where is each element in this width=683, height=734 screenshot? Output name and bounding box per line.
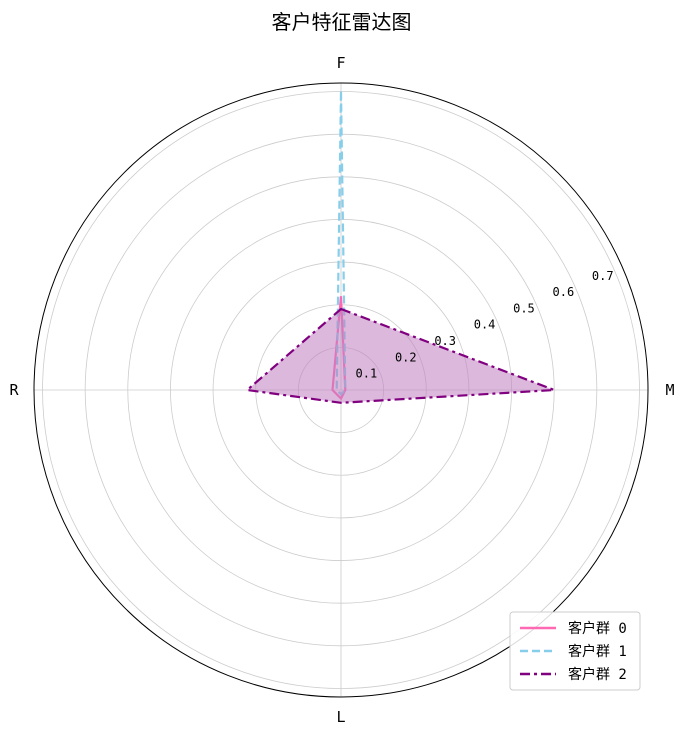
r-tick-label: 0.3 bbox=[434, 334, 456, 348]
label-layer: F M L R 0.1 0.2 0.3 0.4 0.5 0.6 0.7 bbox=[9, 54, 674, 726]
legend-label-1: 客户群 1 bbox=[568, 643, 627, 660]
axis-label-L: L bbox=[336, 708, 345, 726]
outer-frame bbox=[33, 82, 649, 698]
series-line-2 bbox=[244, 307, 555, 404]
r-tick-label: 0.4 bbox=[474, 318, 496, 332]
axis-label-F: F bbox=[336, 54, 345, 72]
legend-label-0: 客户群 0 bbox=[568, 620, 627, 637]
series-fill-2 bbox=[247, 309, 555, 403]
r-tick-label: 0.7 bbox=[592, 269, 614, 283]
axis-label-M: M bbox=[665, 381, 674, 399]
r-tick-label: 0.6 bbox=[553, 285, 575, 299]
legend: 客户群 0 客户群 1 客户群 2 bbox=[509, 611, 641, 691]
r-tick-label: 0.5 bbox=[513, 301, 535, 315]
series-layer bbox=[244, 91, 555, 404]
legend-label-2: 客户群 2 bbox=[568, 666, 627, 683]
r-tick-label: 0.2 bbox=[395, 350, 417, 364]
axis-label-R: R bbox=[9, 381, 19, 399]
r-tick-label: 0.1 bbox=[356, 367, 378, 381]
chart-title: 客户特征雷达图 bbox=[271, 10, 412, 34]
legend-box bbox=[509, 611, 641, 691]
